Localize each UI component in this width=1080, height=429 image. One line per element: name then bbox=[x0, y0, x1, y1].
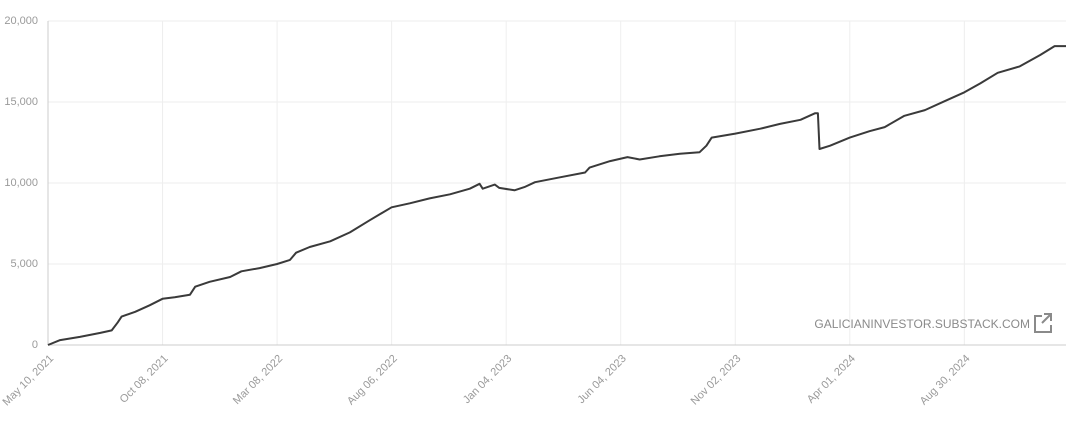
x-tick-label: Apr 01, 2024 bbox=[805, 353, 858, 406]
x-tick-label: Jan 04, 2023 bbox=[461, 353, 514, 406]
external-link-icon[interactable] bbox=[1034, 313, 1052, 333]
x-tick-label: Oct 08, 2021 bbox=[118, 353, 171, 406]
x-tick-label: Jun 04, 2023 bbox=[575, 353, 628, 406]
x-tick-label: Nov 02, 2023 bbox=[689, 353, 744, 408]
x-tick-label: Aug 30, 2024 bbox=[918, 353, 973, 408]
watermark[interactable]: GALICIANINVESTOR.SUBSTACK.COM bbox=[814, 317, 1030, 331]
plot: 0 5,000 10,000 15,000 20,000 May 10, 2021 Oct … bbox=[1, 15, 1066, 408]
icon-box bbox=[1034, 315, 1052, 333]
y-tick-label: 15,000 bbox=[4, 96, 38, 108]
y-tick-label: 20,000 bbox=[4, 15, 38, 27]
y-tick-label: 0 bbox=[32, 339, 38, 351]
x-tick-label: Mar 08, 2022 bbox=[231, 353, 285, 407]
x-tick-label: May 10, 2021 bbox=[1, 353, 57, 409]
y-tick-label: 5,000 bbox=[10, 258, 38, 270]
y-tick-label: 10,000 bbox=[4, 177, 38, 189]
x-tick-label: Aug 06, 2022 bbox=[345, 353, 400, 408]
data-line bbox=[47, 45, 1066, 346]
icon-arrow bbox=[1041, 313, 1052, 324]
